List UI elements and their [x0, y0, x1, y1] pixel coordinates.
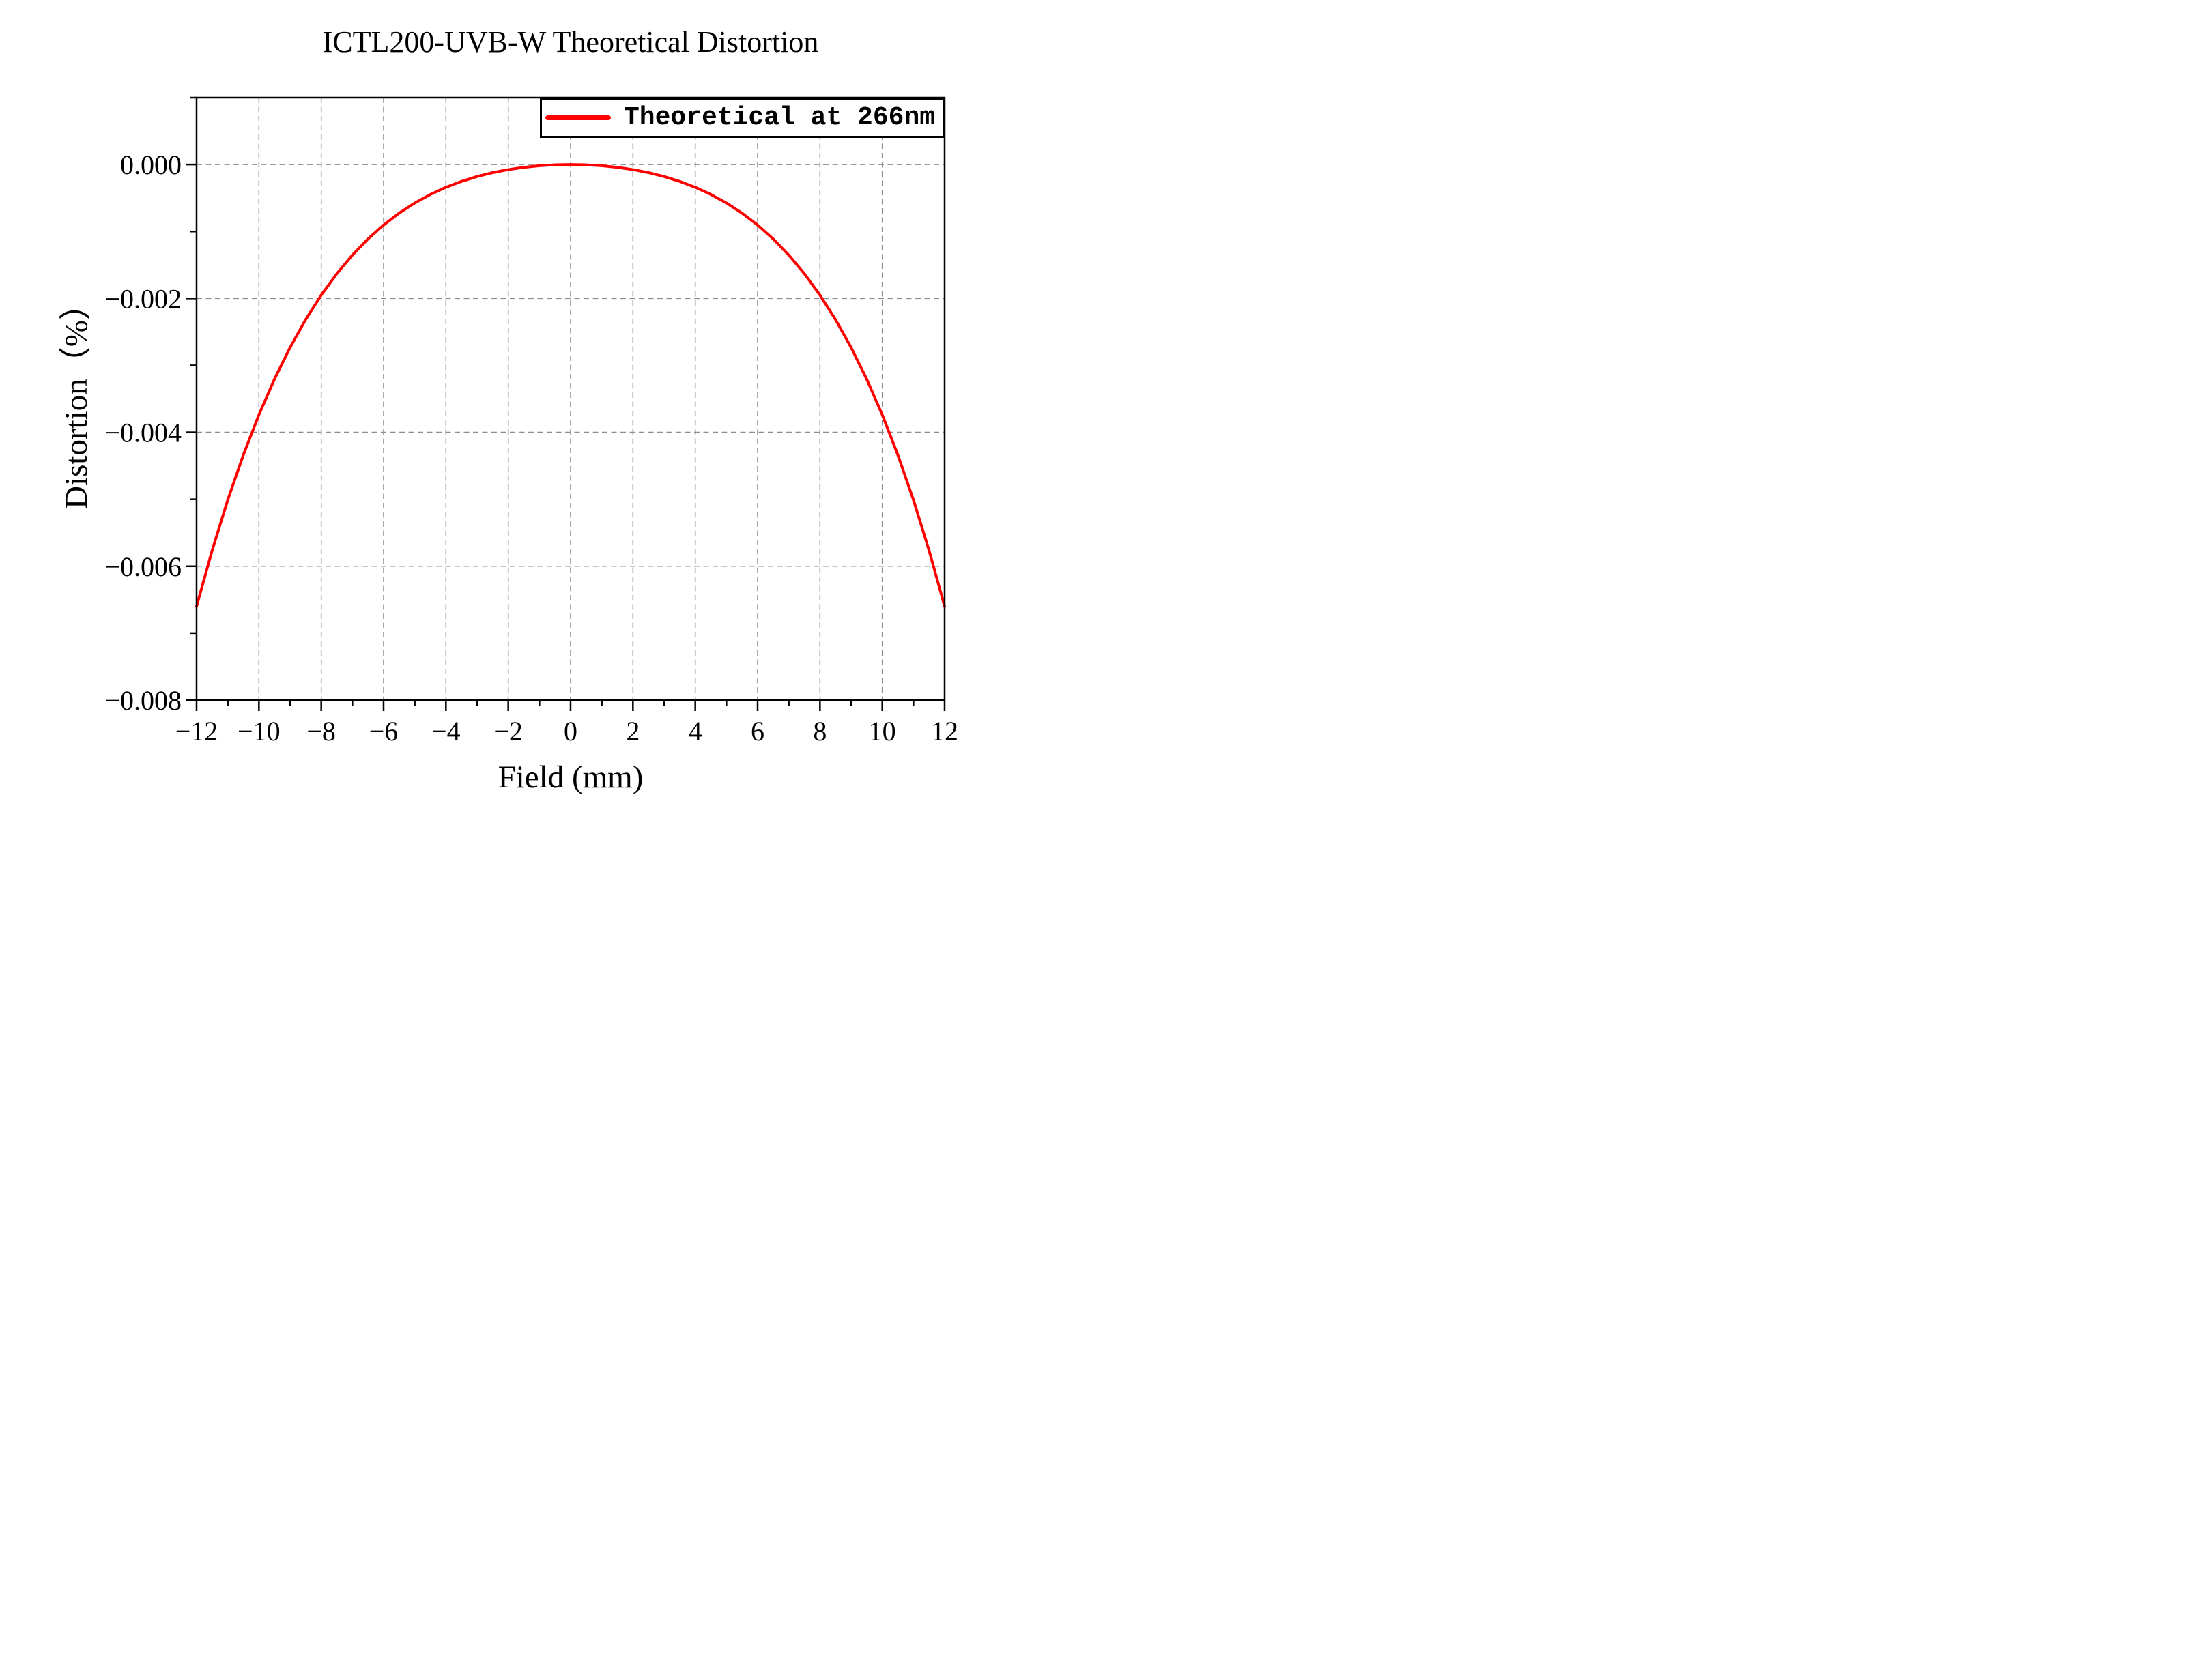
legend: Theoretical at 266nm — [540, 98, 945, 138]
x-tick-label: 12 — [931, 716, 958, 747]
x-tick-label: 8 — [813, 716, 827, 747]
legend-label: Theoretical at 266nm — [624, 103, 936, 132]
x-tick-label: 4 — [689, 716, 702, 747]
x-tick-label: 10 — [869, 716, 896, 747]
chart-title: ICTL200-UVB-W Theoretical Distortion — [322, 25, 819, 59]
chart-canvas: ICTL200-UVB-W Theoretical Distortion 0.0… — [0, 0, 1098, 840]
legend-line-swatch — [545, 115, 611, 120]
x-tick-label: 0 — [564, 716, 577, 747]
y-tick-label: −0.002 — [104, 283, 182, 314]
y-tick-label: −0.004 — [104, 418, 182, 448]
plot-frame — [195, 96, 946, 701]
x-tick-label: −6 — [369, 716, 399, 747]
y-tick-label: −0.008 — [104, 685, 182, 716]
x-axis-title: Field (mm) — [498, 759, 644, 795]
y-tick-label: 0.000 — [120, 149, 182, 180]
x-tick-label: 2 — [626, 716, 640, 747]
x-tick-label: −2 — [493, 716, 523, 747]
x-tick-label: 6 — [751, 716, 764, 747]
x-tick-label: −8 — [306, 716, 336, 747]
x-tick-label: −4 — [431, 716, 461, 747]
x-tick-label: −12 — [175, 716, 218, 747]
x-tick-label: −10 — [238, 716, 281, 747]
distortion-curve — [195, 163, 946, 608]
y-tick-label: −0.006 — [104, 551, 182, 582]
